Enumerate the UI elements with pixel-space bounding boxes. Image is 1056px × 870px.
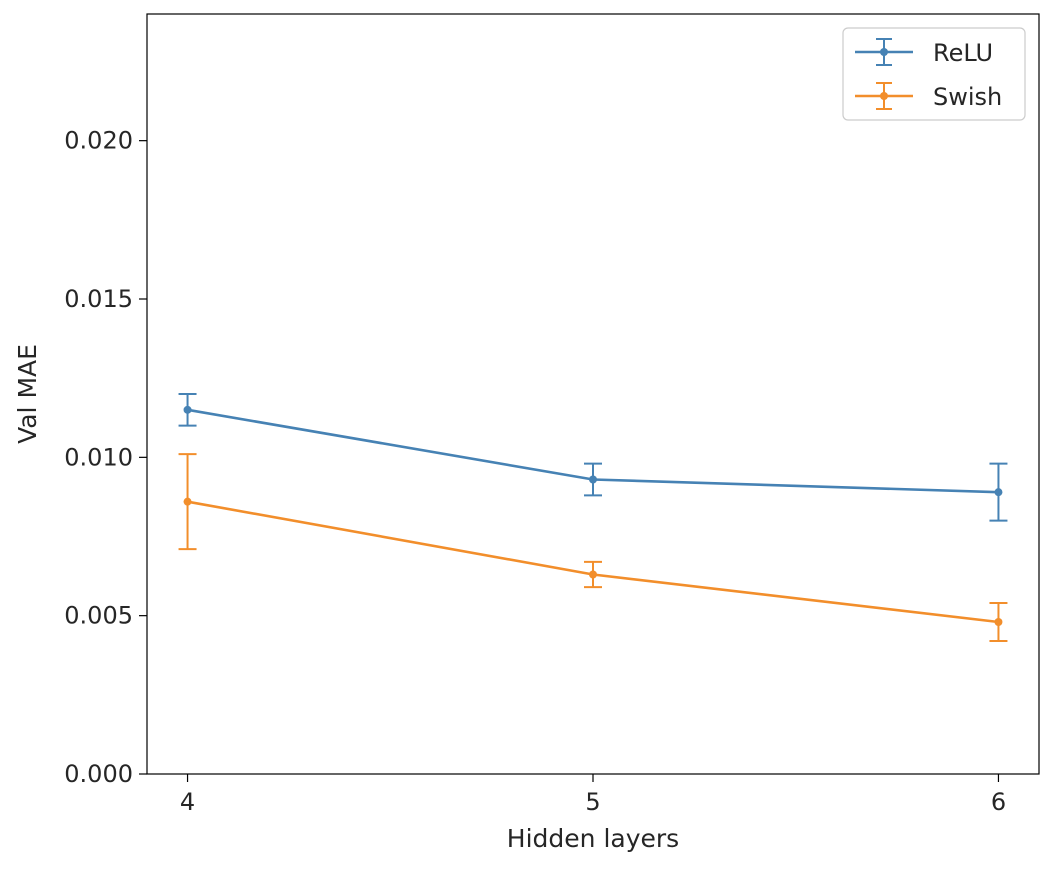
data-point [183,405,192,414]
y-ticks: 0.000 0.005 0.010 0.015 0.020 [64,127,147,788]
legend-label: ReLU [933,39,993,67]
data-point [994,618,1003,626]
y-tick-label: 0.005 [64,602,133,630]
series-layer [178,393,1008,642]
y-tick-label: 0.020 [64,127,133,155]
data-point [589,570,597,579]
y-axis-label: Val MAE [13,344,42,444]
plot-frame [146,13,1040,775]
plot-area [147,14,1039,774]
x-axis-label: Hidden layers [507,824,679,853]
data-point [994,488,1003,497]
x-tick-label: 6 [991,788,1006,816]
y-tick-label: 0.015 [64,285,133,313]
x-ticks: 4 5 6 [180,774,1006,816]
data-point [183,497,192,506]
legend: ReLU Swish [842,27,1026,121]
y-tick-label: 0.010 [64,443,133,471]
legend-item-relu: ReLU [855,38,993,67]
series-relu [178,393,1008,522]
y-tick-label: 0.000 [64,760,133,788]
legend-swatch-marker [880,48,888,56]
data-point [589,475,597,484]
series-swish [178,453,1008,642]
legend-swatch-marker [880,92,888,100]
legend-item-swish: Swish [855,82,1002,111]
x-tick-label: 4 [180,788,195,816]
x-tick-label: 5 [585,788,600,816]
legend-label: Swish [933,83,1002,111]
